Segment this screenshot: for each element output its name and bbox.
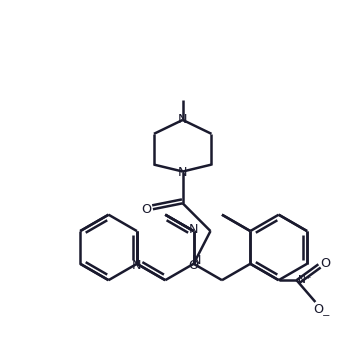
Text: N: N xyxy=(178,113,187,126)
Text: N: N xyxy=(192,254,201,267)
Text: O: O xyxy=(313,303,323,316)
Text: N: N xyxy=(189,222,198,235)
Text: N: N xyxy=(132,259,142,272)
Text: −: − xyxy=(322,311,331,321)
Text: N⁺: N⁺ xyxy=(297,275,311,285)
Text: N: N xyxy=(178,166,187,179)
Text: O: O xyxy=(141,203,151,216)
Text: O: O xyxy=(188,259,199,272)
Text: O: O xyxy=(320,257,330,270)
